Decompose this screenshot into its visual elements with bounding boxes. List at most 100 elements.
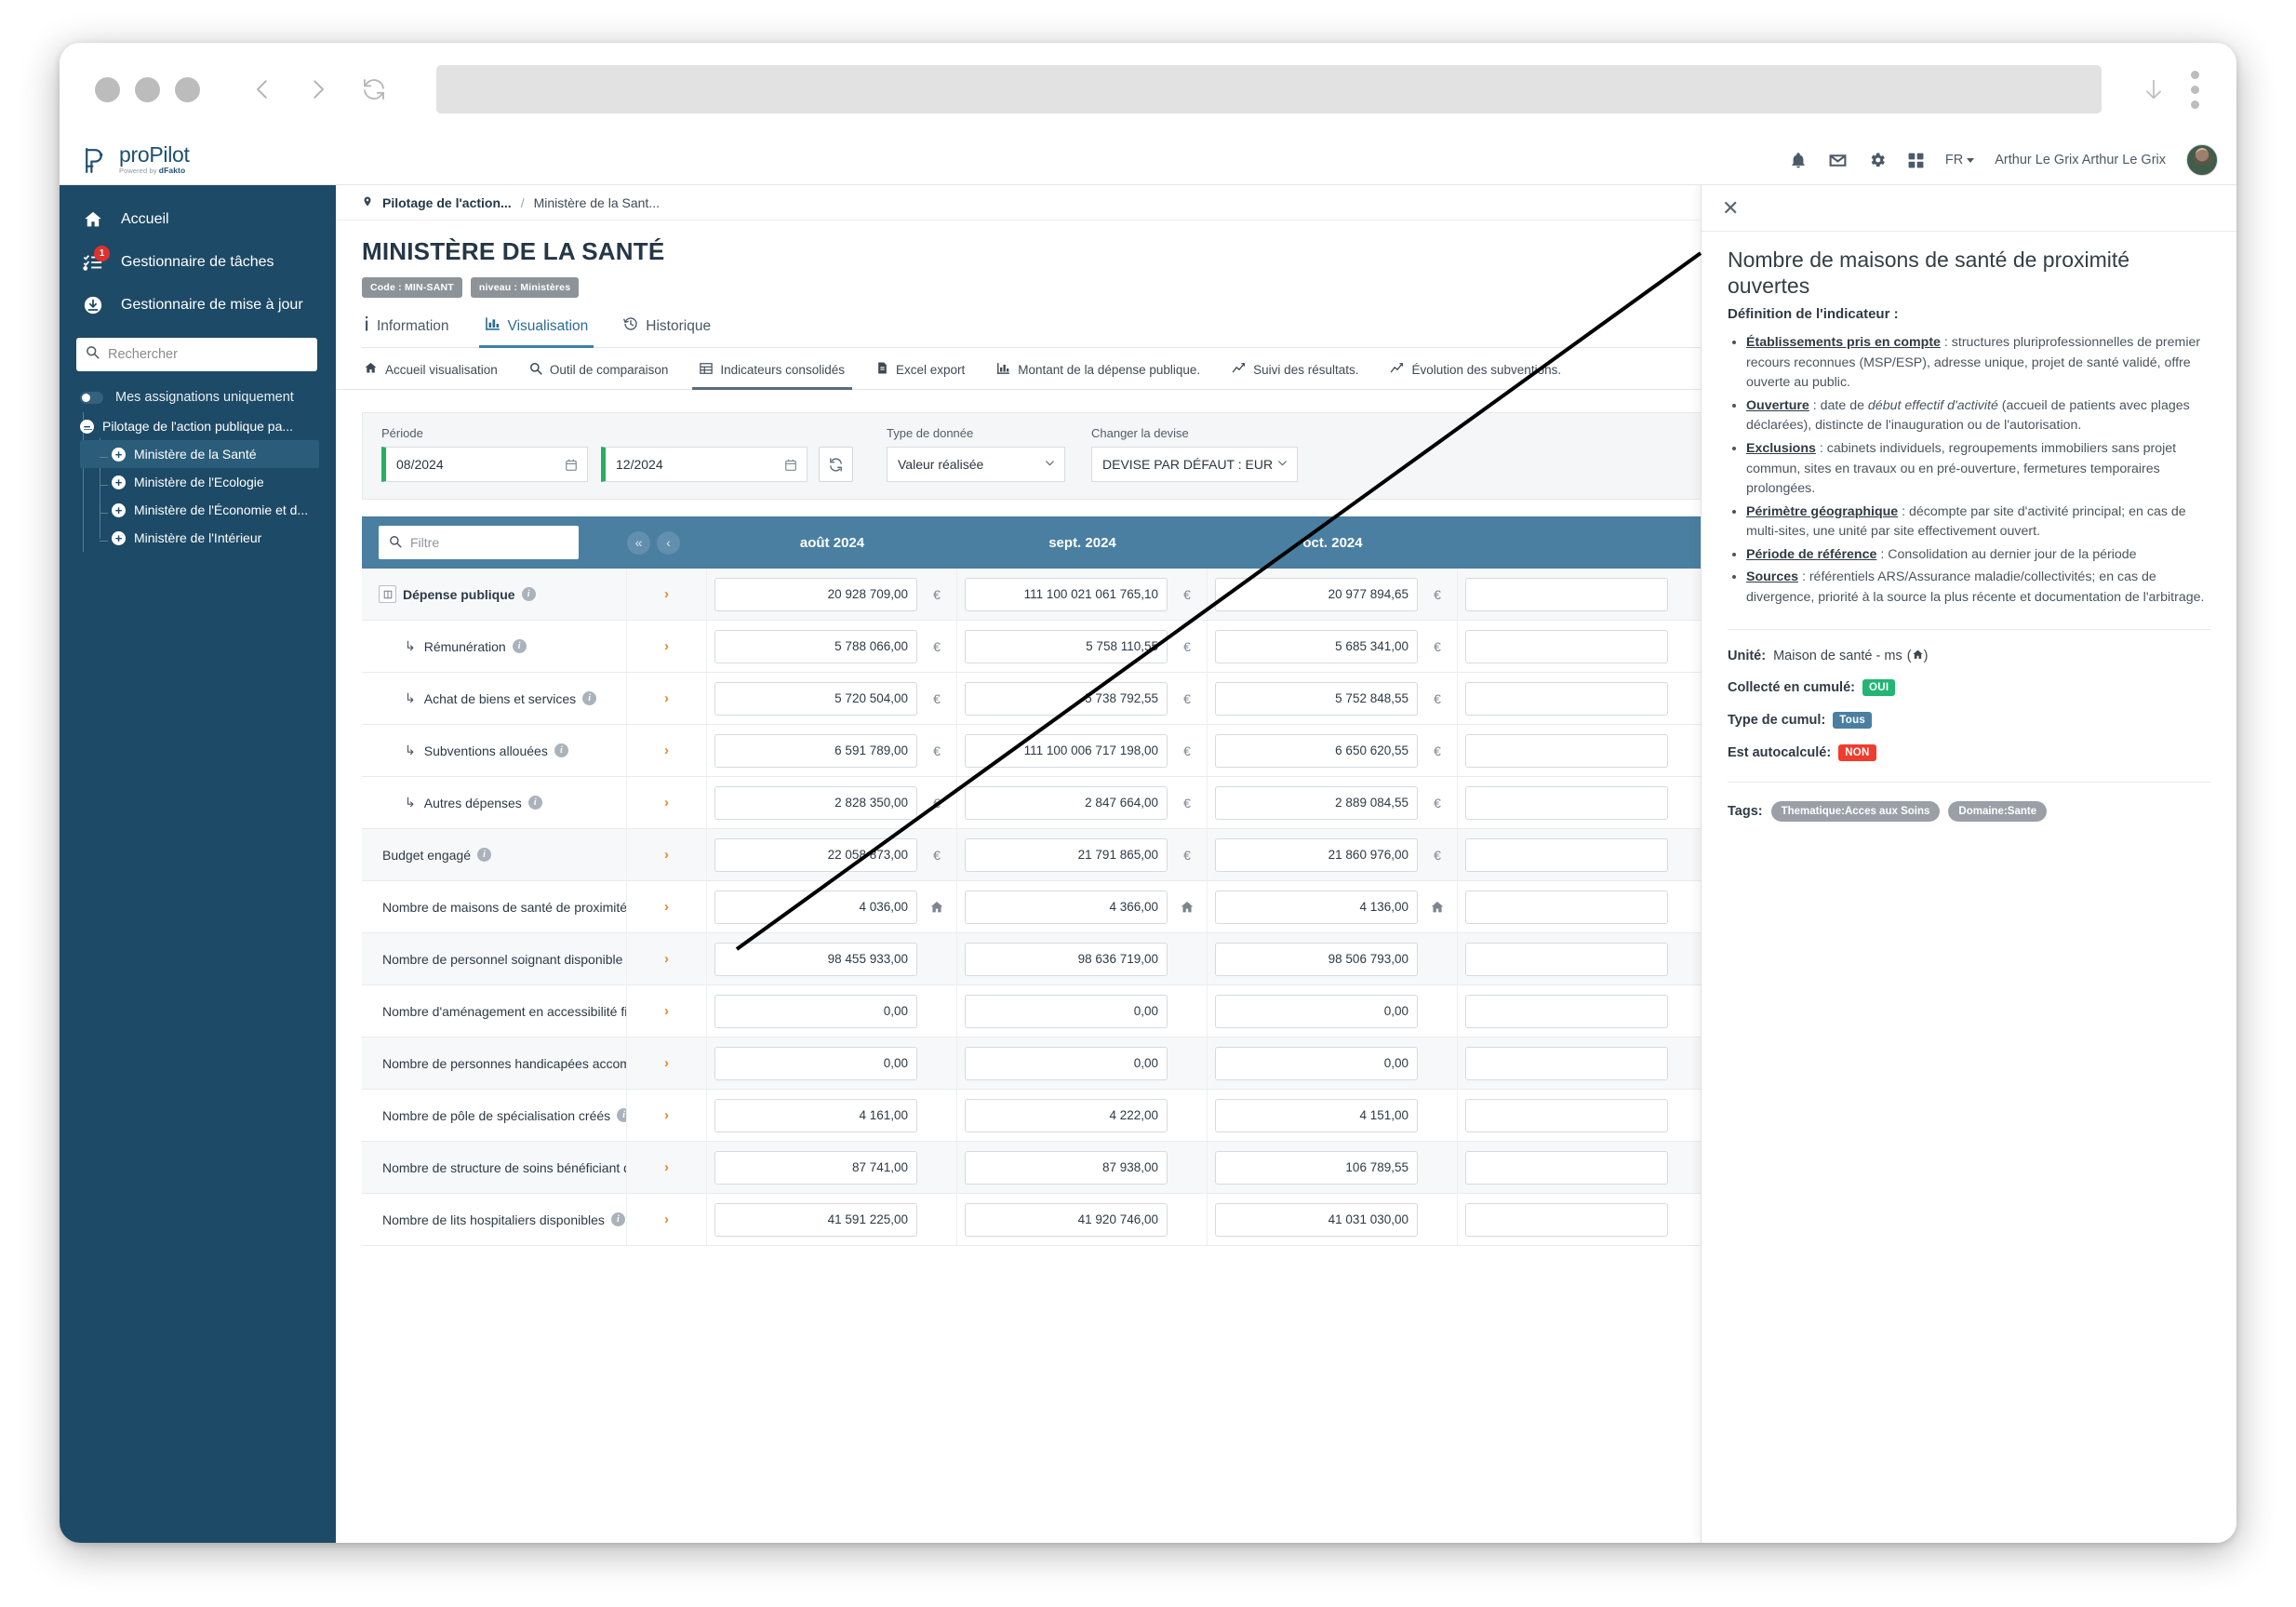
value-input[interactable]: 21 791 865,00 [965,837,1168,872]
subtab-accueil-visualisation[interactable]: Accueil visualisation [362,357,500,389]
info-icon[interactable]: i [554,743,568,757]
sidebar-search-input[interactable]: Rechercher [76,338,317,371]
value-input[interactable]: 41 031 030,00 [1215,1202,1418,1237]
row-expand-icon[interactable]: › [627,777,707,828]
row-expand-icon[interactable]: › [627,1194,707,1245]
value-input[interactable]: 2 889 084,55 [1215,785,1418,820]
value-input[interactable]: 5 720 504,00 [714,681,917,716]
kebab-menu-icon[interactable] [2191,70,2199,109]
info-icon[interactable]: i [476,848,491,862]
user-name[interactable]: Arthur Le Grix Arthur Le Grix [1995,153,2166,167]
value-input[interactable]: 6 650 620,55 [1215,733,1418,768]
refresh-button[interactable] [819,447,853,482]
value-input[interactable]: 87 938,00 [965,1150,1168,1185]
tab-information[interactable]: Information [362,311,451,347]
tree-toggle-icon[interactable]: + [112,475,126,489]
value-input[interactable]: 41 591 225,00 [714,1202,917,1237]
value-input[interactable]: 111 100 006 717 198,00 [965,733,1168,768]
value-input[interactable]: 98 636 719,00 [965,942,1168,976]
value-input[interactable] [1465,890,1668,924]
value-input[interactable]: 2 828 350,00 [714,785,917,820]
value-input[interactable]: 4 136,00 [1215,890,1418,924]
tree-node-ministere-de-la-sante[interactable]: + Ministère de la Santé [80,440,319,468]
value-input[interactable]: 2 847 664,00 [965,785,1168,820]
value-input[interactable]: 4 222,00 [965,1098,1168,1132]
row-expand-icon[interactable]: › [627,725,707,776]
value-input[interactable]: 87 741,00 [714,1150,917,1185]
value-input[interactable] [1465,577,1668,611]
period-start-input[interactable]: 08/2024 [381,447,588,482]
value-input[interactable]: 20 977 894,65 [1215,577,1418,611]
value-input[interactable]: 0,00 [965,994,1168,1028]
value-input[interactable]: 4 366,00 [965,890,1168,924]
value-input[interactable]: 4 151,00 [1215,1098,1418,1132]
row-expand-icon[interactable]: › [627,881,707,932]
sidebar-item-gestionnaire-de-mise-a-jour[interactable]: Gestionnaire de mise à jour [60,284,336,327]
language-selector[interactable]: FR [1945,153,1975,167]
reload-icon[interactable] [353,68,395,111]
value-input[interactable]: 5 752 848,55 [1215,681,1418,716]
value-input[interactable] [1465,733,1668,768]
subtab-excel-export[interactable]: Excel export [874,357,967,389]
grid-cell-icon[interactable] [379,585,396,603]
value-input[interactable]: 5 738 792,55 [965,681,1168,716]
tab-historique[interactable]: Historique [621,311,713,347]
value-input[interactable]: 5 788 066,00 [714,629,917,663]
tree-toggle-icon[interactable]: + [112,530,126,545]
value-input[interactable] [1465,785,1668,820]
avatar[interactable] [2186,144,2218,176]
value-input[interactable] [1465,1202,1668,1237]
row-expand-icon[interactable]: › [627,1038,707,1089]
value-input[interactable] [1465,629,1668,663]
row-expand-icon[interactable]: › [627,933,707,984]
sidebar-item-gestionnaire-de-taches[interactable]: 1 Gestionnaire de tâches [60,241,336,284]
info-icon[interactable]: i [582,691,597,705]
value-input[interactable]: 0,00 [714,994,917,1028]
tag-item[interactable]: Domaine:Sante [1948,800,2048,822]
value-input[interactable]: 4 161,00 [714,1098,917,1132]
gear-icon[interactable] [1868,151,1887,169]
close-icon[interactable]: ✕ [1722,195,1740,220]
value-input[interactable]: 5 685 341,00 [1215,629,1418,663]
table-filter-input[interactable]: Filtre [379,526,579,559]
double-chevron-left-icon[interactable]: « [627,530,650,555]
currency-select[interactable]: DEVISE PAR DÉFAUT : EUR [1091,447,1298,482]
value-input[interactable]: 4 036,00 [714,890,917,924]
row-expand-icon[interactable]: › [627,569,707,620]
info-icon[interactable]: i [521,587,536,601]
tree-node-ministere-de-lecologie[interactable]: + Ministère de l'Ecologie [80,468,336,496]
tree-toggle-icon[interactable]: + [112,447,126,462]
assignments-toggle[interactable] [80,391,103,404]
propilot-logo[interactable]: proPilot Powered by dFakto [80,143,190,177]
breadcrumb-current[interactable]: Ministère de la Sant... [533,194,660,210]
calendar-icon[interactable] [565,458,578,472]
row-expand-icon[interactable]: › [627,829,707,880]
tree-node-pilotage[interactable]: − Pilotage de l'action publique pa... [80,412,336,440]
value-input[interactable]: 0,00 [1215,1046,1418,1080]
value-input[interactable] [1465,837,1668,872]
grid-apps-icon[interactable] [1907,152,1925,169]
info-icon[interactable]: i [512,639,527,653]
value-input[interactable]: 41 920 746,00 [965,1202,1168,1237]
envelope-icon[interactable] [1828,151,1848,170]
bell-icon[interactable] [1789,151,1808,169]
tag-item[interactable]: Thematique:Acces aux Soins [1770,800,1941,822]
window-controls[interactable] [95,76,200,102]
value-input[interactable] [1465,942,1668,976]
value-input[interactable]: 21 860 976,00 [1215,837,1418,872]
assignments-toggle-row[interactable]: Mes assignations uniquement [60,381,336,412]
value-input[interactable]: 0,00 [1215,994,1418,1028]
value-input[interactable]: 20 928 709,00 [714,577,917,611]
info-icon[interactable]: i [610,1212,625,1226]
download-icon[interactable] [2141,76,2167,102]
value-input[interactable]: 0,00 [965,1046,1168,1080]
value-input[interactable]: 106 789,55 [1215,1150,1418,1185]
info-icon[interactable]: i [617,1108,626,1122]
info-icon[interactable]: i [527,796,542,810]
subtab-suivi-des-resultats[interactable]: Suivi des résultats. [1230,357,1360,389]
chevron-left-icon[interactable]: ‹ [657,530,680,555]
value-input[interactable]: 22 058 873,00 [714,837,917,872]
breadcrumb-root[interactable]: Pilotage de l'action... [382,194,512,210]
row-expand-icon[interactable]: › [627,673,707,724]
value-input[interactable]: 98 455 933,00 [714,942,917,976]
